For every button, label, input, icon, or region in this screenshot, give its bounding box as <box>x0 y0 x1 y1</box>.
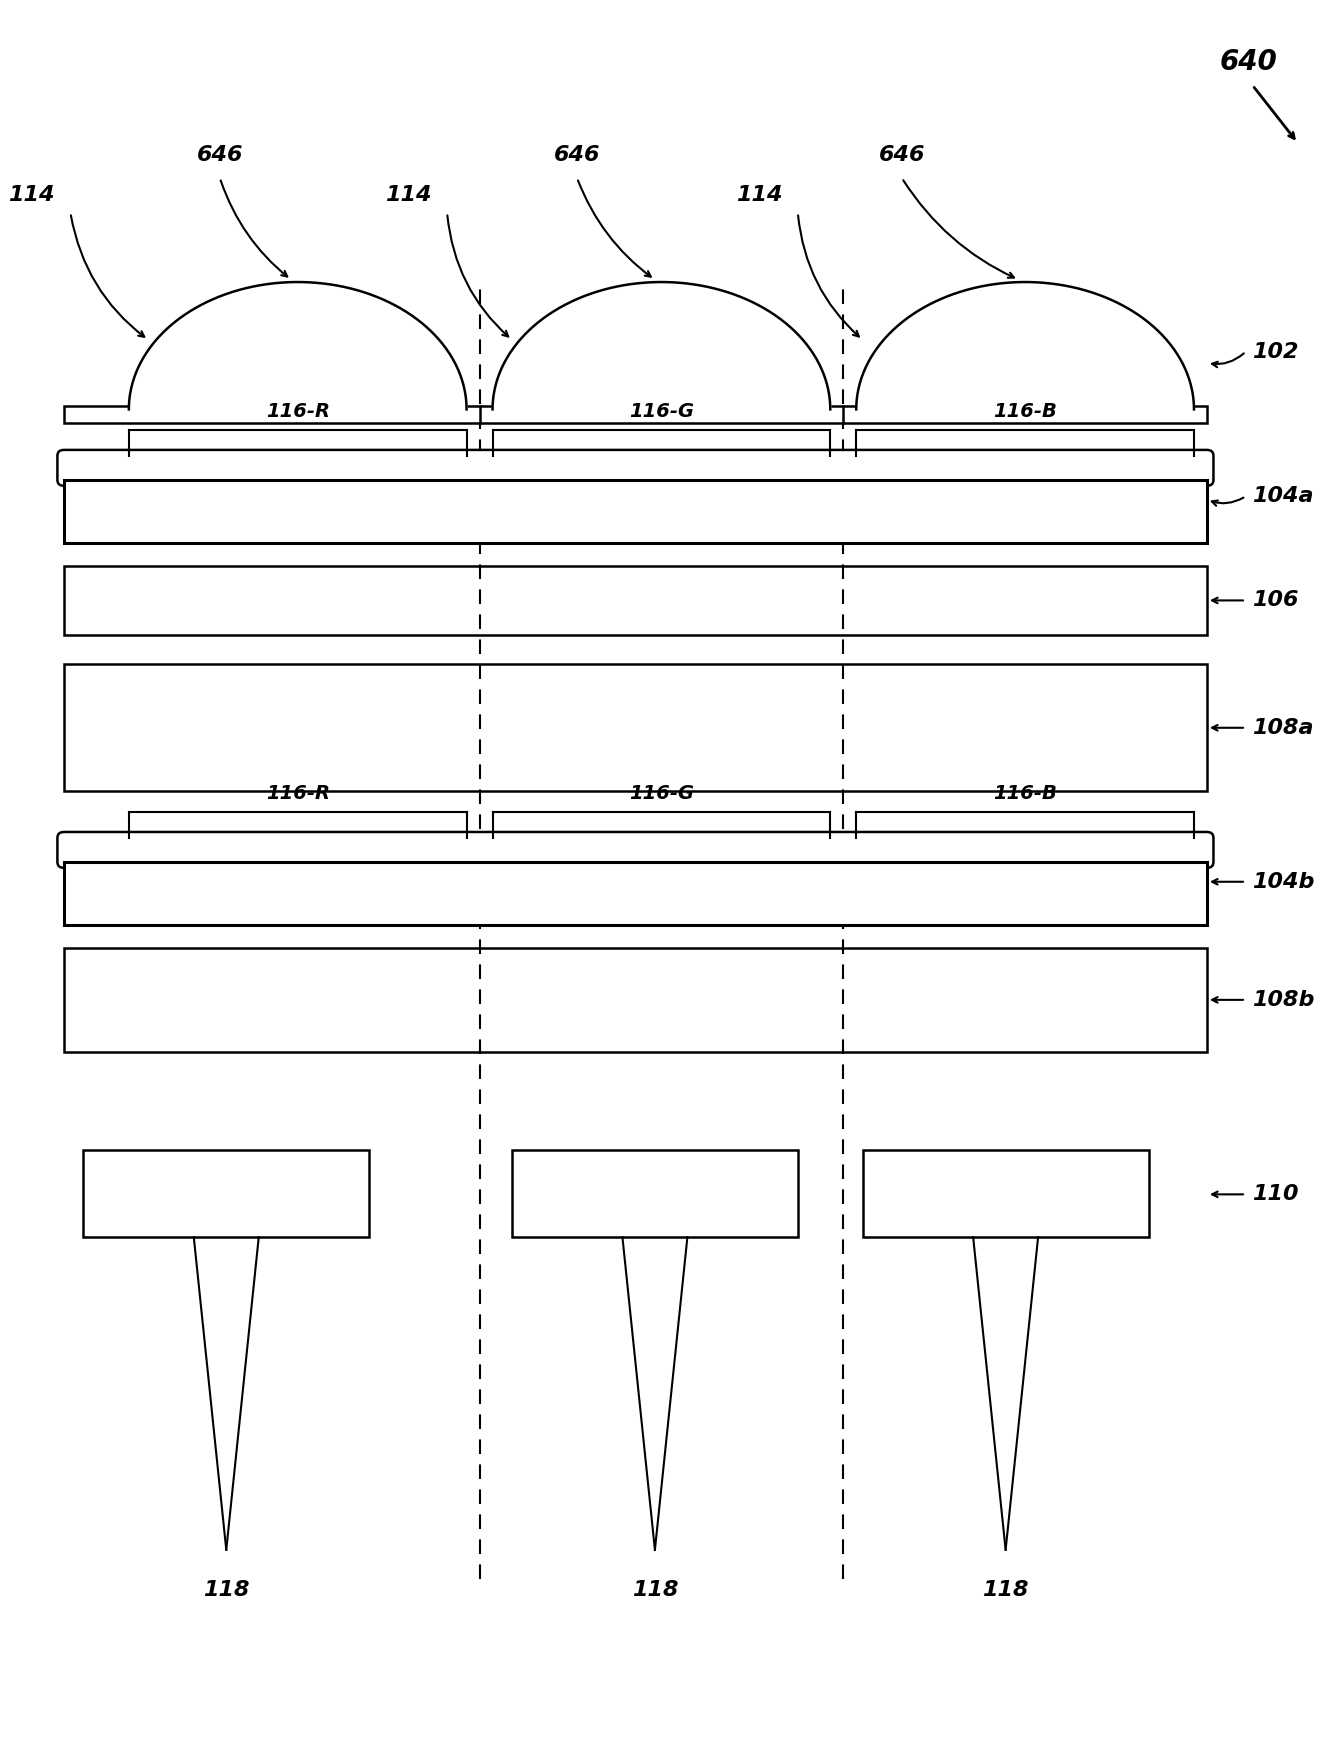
Bar <box>64 480 1207 543</box>
Bar <box>635 480 731 543</box>
Text: 114: 114 <box>385 185 431 206</box>
Bar <box>64 407 1207 424</box>
Bar <box>64 948 1207 1052</box>
Bar <box>731 862 827 925</box>
Bar <box>64 862 1207 925</box>
Bar <box>921 862 1017 925</box>
Bar <box>160 480 254 543</box>
Bar <box>350 862 445 925</box>
Bar <box>1111 480 1207 543</box>
Bar <box>445 862 540 925</box>
Text: 118: 118 <box>982 1581 1029 1600</box>
Bar <box>540 480 635 543</box>
Bar <box>445 480 540 543</box>
Text: 118: 118 <box>632 1581 679 1600</box>
Text: 116-R: 116-R <box>266 401 330 421</box>
Text: 116-R: 116-R <box>266 784 330 803</box>
Bar <box>512 1150 797 1237</box>
Text: 114: 114 <box>8 185 55 206</box>
Bar <box>84 1150 369 1237</box>
Bar <box>540 862 635 925</box>
Text: 104b: 104b <box>1252 872 1315 892</box>
Text: 116-G: 116-G <box>630 401 693 421</box>
Text: 640: 640 <box>1221 49 1278 77</box>
Bar <box>731 480 827 543</box>
Bar <box>1017 862 1111 925</box>
Text: 102: 102 <box>1252 342 1299 361</box>
Bar <box>64 480 160 543</box>
Bar <box>827 480 921 543</box>
Bar <box>635 862 731 925</box>
Bar <box>64 862 160 925</box>
Text: 110: 110 <box>1252 1185 1299 1204</box>
Bar <box>350 480 445 543</box>
Text: 106: 106 <box>1252 590 1299 611</box>
Bar <box>254 480 350 543</box>
Text: 646: 646 <box>554 145 600 164</box>
Bar <box>1017 480 1111 543</box>
Text: 646: 646 <box>878 145 925 164</box>
Text: 116-G: 116-G <box>630 784 693 803</box>
Bar <box>160 862 254 925</box>
Text: 108b: 108b <box>1252 989 1315 1010</box>
Text: 646: 646 <box>197 145 244 164</box>
Bar <box>921 480 1017 543</box>
FancyBboxPatch shape <box>57 832 1214 867</box>
Bar <box>254 862 350 925</box>
Bar <box>64 665 1207 792</box>
Bar <box>862 1150 1149 1237</box>
Text: 118: 118 <box>204 1581 249 1600</box>
Text: 116-B: 116-B <box>993 784 1057 803</box>
Text: 104a: 104a <box>1252 487 1314 506</box>
FancyBboxPatch shape <box>57 450 1214 485</box>
Bar <box>1111 862 1207 925</box>
Bar <box>827 862 921 925</box>
Text: 108a: 108a <box>1252 717 1314 738</box>
Text: 116-B: 116-B <box>993 401 1057 421</box>
Bar <box>64 565 1207 635</box>
Text: 114: 114 <box>736 185 783 206</box>
